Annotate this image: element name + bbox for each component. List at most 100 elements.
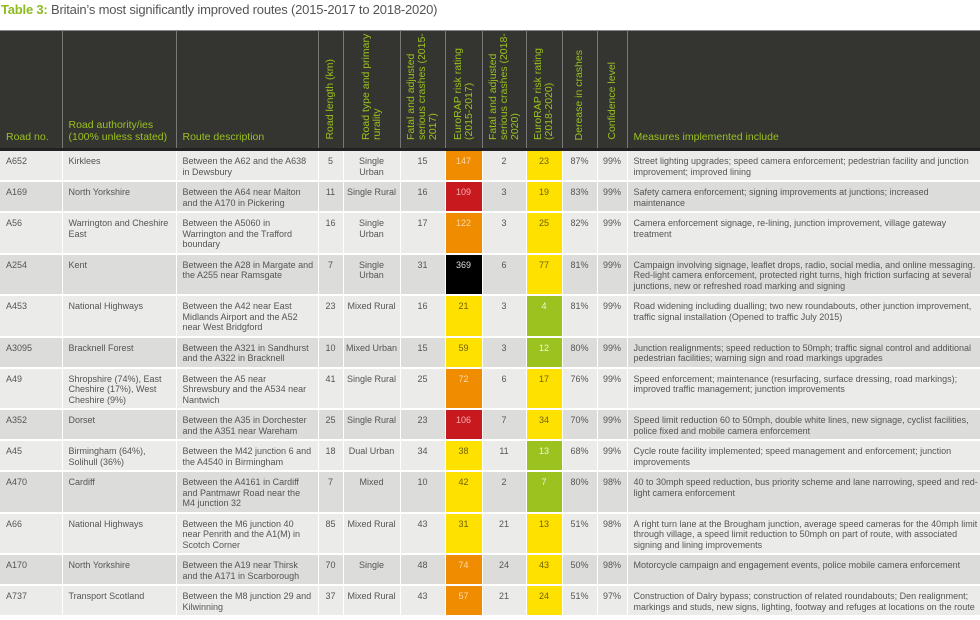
cell-confidence: 98% [597,554,628,586]
cell-route: Between the M42 junction 6 and the A4540… [176,440,319,472]
cell-decrease: 80% [562,471,598,514]
cell-confidence: 99% [597,295,628,338]
cell-road: A56 [0,212,63,255]
cell-rating2: 13 [526,512,563,555]
column-header: Road authority/ies (100% unless stated) [62,30,177,151]
cell-crashes1: 16 [400,181,446,213]
cell-type: Single Urban [343,212,401,255]
column-header: Fatal and adjusted serious crashes (2015… [400,30,446,151]
cell-type: Single Rural [343,367,401,410]
column-header-label: Confidence level [605,62,618,140]
cell-measures: Motorcycle campaign and engagement event… [627,554,980,586]
cell-rating1: 59 [445,336,483,369]
cell-crashes2: 3 [482,336,527,369]
cell-rating2: 4 [526,295,563,338]
cell-rating1: 109 [445,181,483,213]
cell-road: A652 [0,149,63,182]
cell-length: 5 [318,149,344,182]
cell-crashes1: 17 [400,212,446,255]
cell-crashes1: 15 [400,336,446,369]
column-header-label: Route description [182,131,265,143]
cell-length: 7 [318,471,344,514]
cell-measures: Camera enforcement signage, re-lining, j… [627,212,980,255]
header-row: Road no. Road authority/ies (100% unless … [0,30,980,151]
table-row: A453 National Highways Between the A42 nea… [0,295,980,338]
cell-measures: 40 to 30mph speed reduction, bus priorit… [627,471,980,514]
cell-rating1: 74 [445,554,483,586]
table-row: A3095 Bracknell Forest Between the A321 in… [0,336,980,369]
cell-crashes1: 43 [400,585,446,617]
cell-decrease: 51% [562,512,598,555]
cell-authority: North Yorkshire [62,554,177,586]
column-header: Confidence level [597,30,628,151]
cell-road: A737 [0,585,63,617]
cell-type: Single Urban [343,253,401,296]
cell-rating1: 57 [445,585,483,617]
table-title: Table 3: Britain’s most significantly im… [1,2,437,17]
cell-road: A3095 [0,336,63,369]
cell-route: Between the M6 junction 40 near Penrith … [176,512,319,555]
table-row: A169 North Yorkshire Between the A64 near … [0,181,980,213]
cell-route: Between the A35 in Dorchester and the A3… [176,409,319,441]
column-header: Road no. [0,30,63,151]
cell-type: Mixed Rural [343,295,401,338]
cell-route: Between the A4161 in Cardiff and Pantmaw… [176,471,319,514]
table-row: A66 National Highways Between the M6 junct… [0,512,980,555]
cell-measures: Road widening including dualling; two ne… [627,295,980,338]
cell-decrease: 76% [562,367,598,410]
cell-road: A453 [0,295,63,338]
table-label: Table 3: [1,2,48,17]
cell-confidence: 99% [597,181,628,213]
cell-length: 85 [318,512,344,555]
cell-authority: Dorset [62,409,177,441]
cell-route: Between the M8 junction 29 and Kilwinnin… [176,585,319,617]
cell-confidence: 99% [597,253,628,296]
cell-crashes2: 2 [482,149,527,182]
cell-length: 25 [318,409,344,441]
cell-length: 7 [318,253,344,296]
cell-crashes1: 23 [400,409,446,441]
cell-decrease: 68% [562,440,598,472]
cell-route: Between the A5060 in Warrington and the … [176,212,319,255]
cell-type: Mixed [343,471,401,514]
cell-decrease: 51% [562,585,598,617]
cell-rating2: 43 [526,554,563,586]
cell-road: A470 [0,471,63,514]
cell-crashes1: 31 [400,253,446,296]
cell-route: Between the A62 and the A638 in Dewsbury [176,149,319,182]
cell-confidence: 99% [597,409,628,441]
cell-length: 16 [318,212,344,255]
table-caption: Britain’s most significantly improved ro… [47,2,438,17]
cell-confidence: 98% [597,471,628,514]
cell-length: 23 [318,295,344,338]
cell-authority: North Yorkshire [62,181,177,213]
cell-decrease: 70% [562,409,598,441]
cell-road: A45 [0,440,63,472]
cell-crashes2: 3 [482,212,527,255]
cell-authority: Kirklees [62,149,177,182]
cell-rating2: 24 [526,585,563,617]
cell-route: Between the A5 near Shrewsbury and the A… [176,367,319,410]
column-header: Measures implemented include [627,30,980,151]
cell-decrease: 50% [562,554,598,586]
cell-rating2: 77 [526,253,563,296]
cell-route: Between the A19 near Thirsk and the A171… [176,554,319,586]
cell-crashes1: 34 [400,440,446,472]
cell-rating2: 25 [526,212,563,255]
cell-measures: Construction of Dalry bypass; constructi… [627,585,980,617]
cell-rating1: 122 [445,212,483,255]
cell-confidence: 97% [597,585,628,617]
cell-rating1: 72 [445,367,483,410]
cell-rating1: 42 [445,471,483,514]
column-header: Road type and primary rurality [343,30,401,151]
cell-crashes2: 21 [482,585,527,617]
cell-type: Mixed Rural [343,512,401,555]
cell-rating2: 23 [526,149,563,182]
cell-rating1: 147 [445,149,483,182]
column-header-label: Measures implemented include [633,131,779,143]
cell-crashes2: 6 [482,367,527,410]
column-header-label: Fatal and adjusted serious crashes (2018… [486,33,521,140]
cell-measures: A right turn lane at the Brougham juncti… [627,512,980,555]
cell-authority: Warrington and Cheshire East [62,212,177,255]
cell-crashes1: 25 [400,367,446,410]
